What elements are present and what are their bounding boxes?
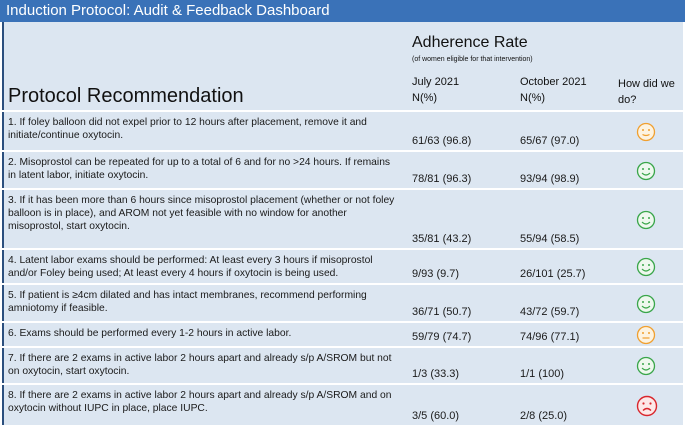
table-row: 1. If foley balloon did not expel prior … [2, 110, 683, 150]
title: Induction Protocol: Audit & Feedback Das… [6, 2, 330, 19]
column-header: Protocol Recommendation [8, 85, 244, 107]
face-icon [636, 122, 656, 142]
recommendation: 8. If there are 2 exams in active labor … [8, 390, 392, 414]
july-value: 59/79 (74.7) [412, 331, 472, 343]
column-unit: N(%) [412, 92, 438, 104]
recommendation: 7. If there are 2 exams in active labor … [8, 353, 392, 377]
july-value: 3/5 (60.0) [412, 410, 460, 422]
table [2, 22, 683, 425]
recommendation: 3. If it has been more than 6 hours sinc… [8, 195, 395, 232]
face-icon [636, 257, 656, 277]
face-icon [636, 395, 658, 417]
recommendation: 6. Exams should be performed every 1-2 h… [8, 328, 292, 339]
column-header: How did we do? [618, 78, 675, 106]
column-unit: N(%) [520, 92, 546, 104]
group-header: Adherence Rate [412, 34, 528, 51]
october-value: 74/96 (77.1) [520, 331, 580, 343]
face-icon [636, 210, 656, 230]
july-value: 61/63 (96.8) [412, 135, 472, 147]
table-row: 6. Exams should be performed every 1-2 h… [2, 321, 683, 346]
july-value: 9/93 (9.7) [412, 268, 460, 280]
face-icon [636, 356, 656, 376]
table-row: 2. Misoprostol can be repeated for up to… [2, 150, 683, 188]
july-value: 35/81 (43.2) [412, 233, 472, 245]
recommendation: 2. Misoprostol can be repeated for up to… [8, 157, 391, 181]
july-value: 36/71 (50.7) [412, 306, 472, 318]
face-icon [636, 294, 656, 314]
october-value: 43/72 (59.7) [520, 306, 580, 318]
table-row: 3. If it has been more than 6 hours sinc… [2, 188, 683, 248]
column-header: July 2021 [412, 76, 460, 88]
october-value: 93/94 (98.9) [520, 173, 580, 185]
october-value: 1/1 (100) [520, 368, 565, 380]
table-row: 4. Latent labor exams should be performe… [2, 248, 683, 283]
title-bar: Induction Protocol: Audit & Feedback Das… [0, 0, 685, 22]
table-row: 5. If patient is ≥4cm dilated and has in… [2, 283, 683, 321]
face-icon [636, 161, 656, 181]
recommendation: 4. Latent labor exams should be performe… [8, 255, 373, 279]
july-value: 1/3 (33.3) [412, 368, 460, 380]
july-value: 78/81 (96.3) [412, 173, 472, 185]
face-icon [636, 325, 656, 345]
table-row: 7. If there are 2 exams in active labor … [2, 346, 683, 383]
column-header: October 2021 [520, 76, 587, 88]
october-value: 55/94 (58.5) [520, 233, 580, 245]
recommendation: 1. If foley balloon did not expel prior … [8, 117, 367, 141]
october-value: 2/8 (25.0) [520, 410, 568, 422]
october-value: 65/67 (97.0) [520, 135, 580, 147]
table-row: 8. If there are 2 exams in active labor … [2, 383, 683, 425]
recommendation: 5. If patient is ≥4cm dilated and has in… [8, 290, 367, 314]
group-note: (of women eligible for that intervention… [412, 56, 533, 63]
october-value: 26/101 (25.7) [520, 268, 586, 280]
